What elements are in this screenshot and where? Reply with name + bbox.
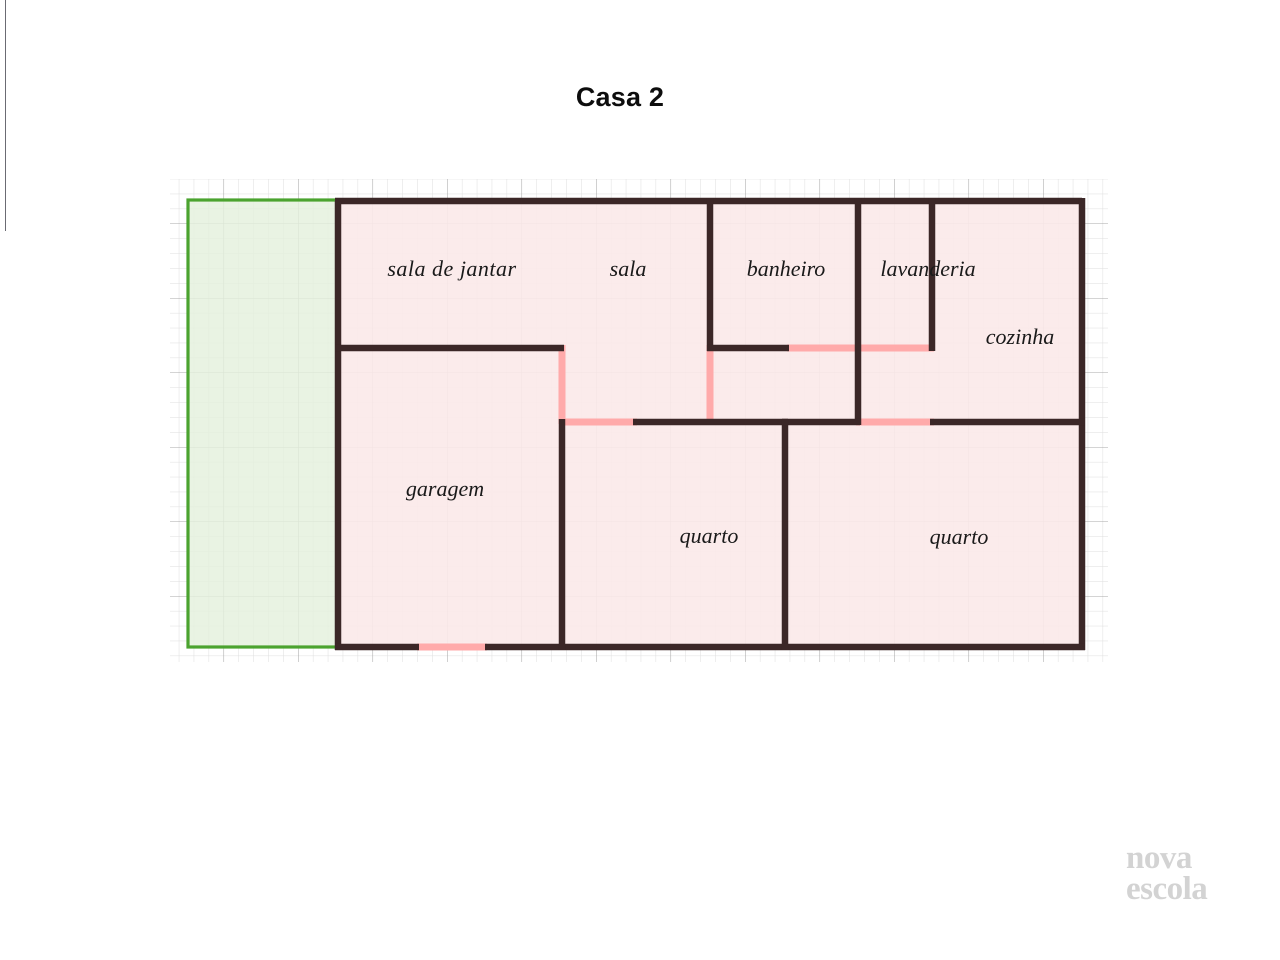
room-label-banheiro: banheiro — [747, 256, 826, 281]
room-label-lavanderia: lavanderia — [880, 256, 975, 281]
walls — [334, 197, 1086, 651]
room-label-quarto-esquerdo: quarto — [680, 523, 739, 548]
yard-region — [186, 198, 340, 649]
room-labels: sala de jantar sala banheiro lavanderia … — [387, 256, 1054, 549]
nova-escola-logo: nova escola — [1126, 840, 1246, 908]
logo-line-nova: nova — [1126, 840, 1192, 876]
room-label-cozinha: cozinha — [986, 324, 1054, 349]
room-label-quarto-direito: quarto — [930, 524, 989, 549]
page-title: Casa 2 — [575, 82, 665, 112]
left-margin-rule — [5, 0, 6, 231]
logo-line-escola: escola — [1126, 871, 1208, 908]
room-label-sala-de-jantar: sala de jantar — [387, 256, 516, 281]
room-label-garagem: garagem — [406, 476, 484, 501]
door-openings — [417, 344, 934, 651]
room-label-sala: sala — [610, 256, 647, 281]
